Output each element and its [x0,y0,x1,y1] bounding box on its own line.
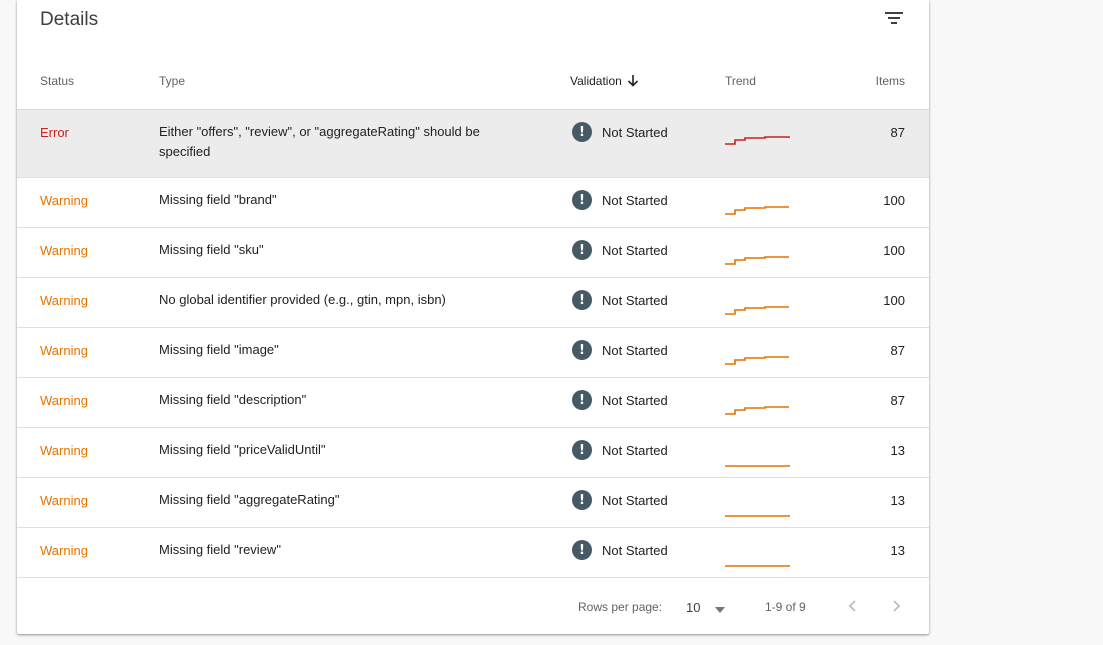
items-count: 100 [883,193,905,208]
issue-type: Missing field "image" [159,342,279,357]
issue-type: Missing field "aggregateRating" [159,492,340,507]
validation-status: ! Not Started [572,340,668,360]
table-row[interactable]: Warning Missing field "image"! Not Started… [17,328,929,378]
validation-text: Not Started [602,542,668,558]
trend-sparkline [725,188,791,221]
exclamation-icon: ! [572,340,592,360]
validation-header-label: Validation [570,74,622,88]
trend-sparkline [725,288,791,321]
chevron-left-icon [842,600,864,620]
status-label: Warning [40,293,88,308]
trend-sparkline [725,438,791,471]
validation-status: ! Not Started [572,240,668,260]
items-count: 13 [890,493,905,508]
validation-text: Not Started [602,442,668,458]
exclamation-icon: ! [572,122,592,142]
issue-type: Missing field "sku" [159,242,264,257]
trend-sparkline [725,388,791,421]
table-row[interactable]: Warning Missing field "priceValidUntil"! N… [17,428,929,478]
details-card: Details Status Type Validation Trend Ite… [17,0,929,634]
exclamation-icon: ! [572,390,592,410]
status-label: Warning [40,243,88,258]
items-count: 13 [890,443,905,458]
table-row[interactable]: Warning No global identifier provided (e.… [17,278,929,328]
issue-type: Missing field "description" [159,392,307,407]
items-count: 100 [883,243,905,258]
trend-sparkline [725,120,791,153]
table-body: Error Either "offers", "review", or "aggr… [17,110,929,578]
exclamation-icon: ! [572,240,592,260]
issue-type: No global identifier provided (e.g., gti… [159,292,446,307]
validation-status: ! Not Started [572,390,668,410]
validation-status: ! Not Started [572,190,668,210]
issue-type: Missing field "review" [159,542,281,557]
validation-text: Not Started [602,292,668,308]
exclamation-icon: ! [572,440,592,460]
column-header-items[interactable]: Items [875,74,905,88]
validation-text: Not Started [602,192,668,208]
rows-per-page-select[interactable]: 10 [686,598,726,616]
rows-per-page-label: Rows per page: [578,600,663,614]
validation-status: ! Not Started [572,440,668,460]
table-row[interactable]: Warning Missing field "aggregateRating"! N… [17,478,929,528]
chevron-right-icon [885,600,907,620]
status-label: Warning [40,393,88,408]
validation-text: Not Started [602,342,668,358]
status-label: Warning [40,343,88,358]
trend-sparkline [725,488,791,521]
exclamation-icon: ! [572,190,592,210]
validation-text: Not Started [602,492,668,508]
validation-text: Not Started [602,124,668,140]
items-count: 100 [883,293,905,308]
next-page-button[interactable] [885,595,907,617]
table-row[interactable]: Warning Missing field "review"! Not Starte… [17,528,929,578]
column-header-trend[interactable]: Trend [725,74,756,88]
validation-status: ! Not Started [572,122,668,142]
items-count: 13 [890,543,905,558]
issue-type: Missing field "priceValidUntil" [159,442,326,457]
items-count: 87 [890,125,905,140]
validation-status: ! Not Started [572,540,668,560]
trend-sparkline [725,338,791,371]
table-row[interactable]: Warning Missing field "description"! Not S… [17,378,929,428]
status-label: Warning [40,543,88,558]
caret-down-icon [714,602,726,616]
column-header-status[interactable]: Status [40,74,75,88]
table-header: Status Type Validation Trend Items [17,62,929,110]
card-title: Details [40,9,99,30]
items-count: 87 [890,393,905,408]
filter-button[interactable] [879,6,909,32]
status-label: Warning [40,493,88,508]
exclamation-icon: ! [572,490,592,510]
trend-sparkline [725,238,791,271]
pagination-range: 1-9 of 9 [765,600,806,614]
items-count: 87 [890,343,905,358]
validation-status: ! Not Started [572,490,668,510]
table-row[interactable]: Error Either "offers", "review", or "aggr… [17,110,929,178]
status-label: Error [40,125,69,140]
validation-text: Not Started [602,392,668,408]
rows-per-page-value: 10 [686,599,701,615]
exclamation-icon: ! [572,290,592,310]
previous-page-button[interactable] [842,595,864,617]
column-header-validation[interactable]: Validation [570,74,639,90]
filter-icon [879,6,909,32]
trend-sparkline [725,538,791,571]
table-row[interactable]: Warning Missing field "brand"! Not Started… [17,178,929,228]
column-header-type[interactable]: Type [159,74,186,88]
validation-text: Not Started [602,242,668,258]
table-footer: Rows per page: 10 1-9 of 9 [17,578,929,634]
status-label: Warning [40,443,88,458]
status-label: Warning [40,193,88,208]
issue-type: Missing field "brand" [159,192,277,207]
validation-status: ! Not Started [572,290,668,310]
issue-type: Either "offers", "review", or "aggregate… [159,124,480,159]
exclamation-icon: ! [572,540,592,560]
arrow-down-icon [627,74,639,90]
table-row[interactable]: Warning Missing field "sku"! Not Started 10… [17,228,929,278]
